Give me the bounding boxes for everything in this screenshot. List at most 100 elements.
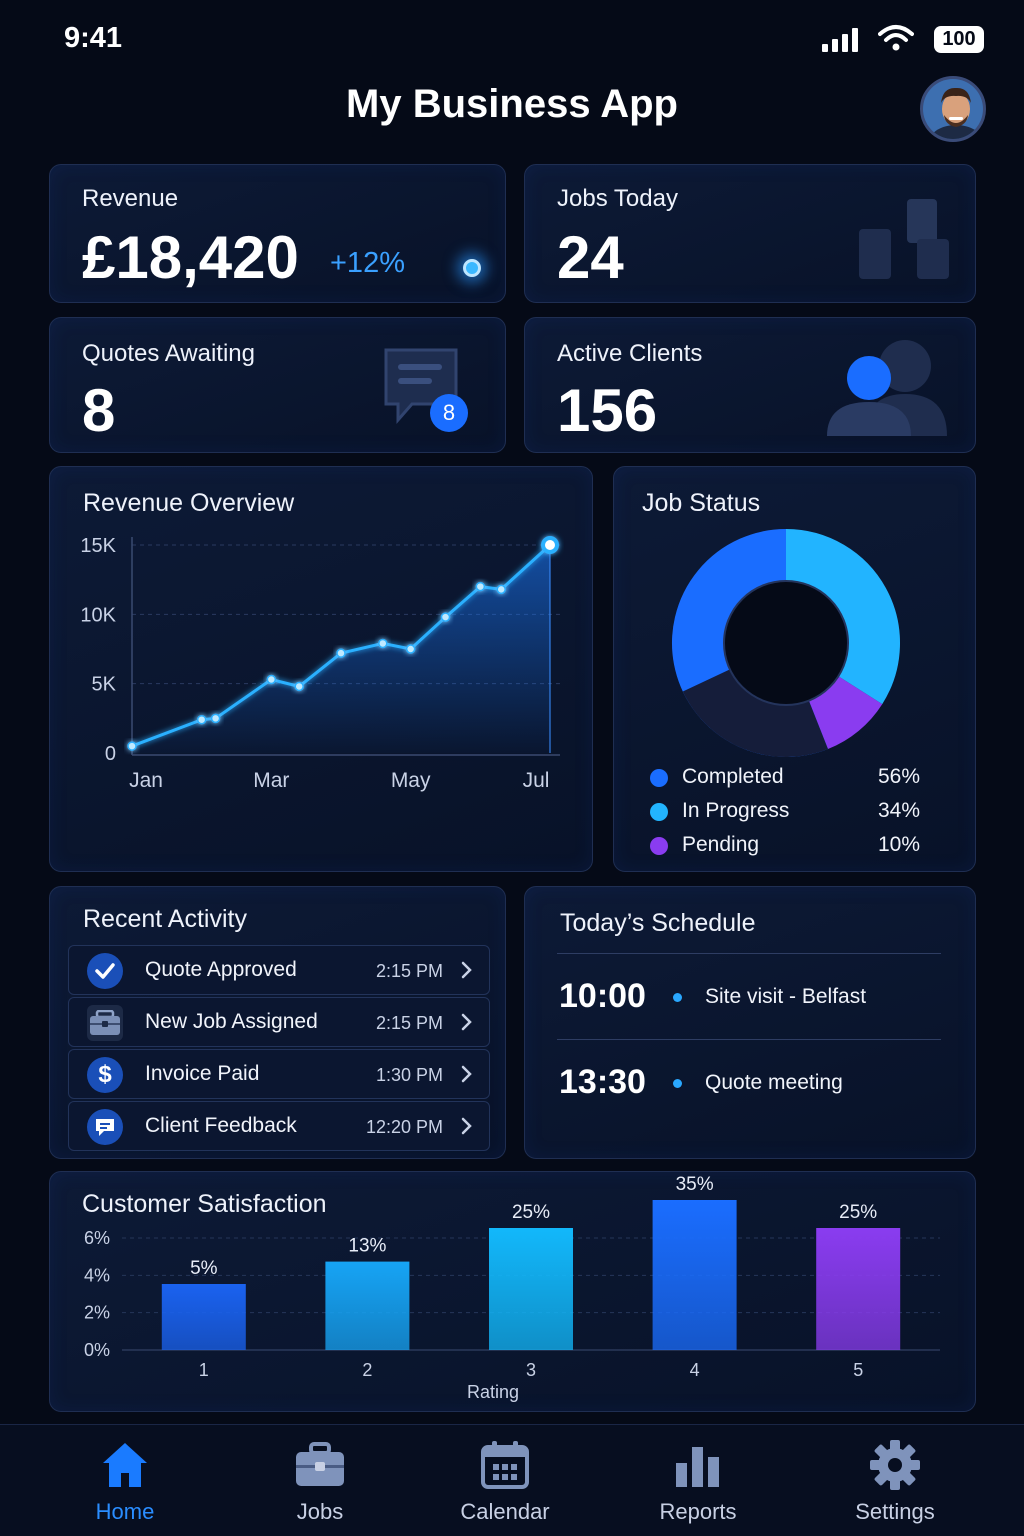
x-tick-label: 4: [690, 1360, 700, 1380]
chat-icon: [87, 1109, 123, 1145]
y-tick-label: 2%: [84, 1303, 110, 1323]
satisfaction-card: Customer Satisfaction 6% 4% 2% 0% 5% 1 13% 2 25%…: [49, 1171, 976, 1412]
activity-time: 1:30 PM: [375, 1065, 443, 1085]
x-axis-label: Rating: [467, 1382, 519, 1402]
legend-in-progress: In Progress 34%: [650, 799, 920, 827]
chevron-right-icon: [461, 1117, 472, 1135]
activity-time: 2:15 PM: [375, 961, 443, 981]
data-point: [496, 584, 506, 595]
schedule-label: Quote meeting: [705, 1071, 843, 1094]
data-point: [294, 681, 304, 692]
bar-rating-4: [652, 1200, 737, 1350]
nav-settings[interactable]: Settings: [815, 1425, 975, 1536]
data-point: [440, 612, 451, 622]
chevron-right-icon: [461, 961, 472, 979]
bar-rating-5: [816, 1228, 901, 1350]
page-title: My Business App: [346, 82, 678, 126]
data-point: [210, 713, 221, 724]
completed-dot-icon: [650, 769, 668, 787]
nav-reports[interactable]: Reports: [618, 1425, 778, 1536]
nav-jobs[interactable]: Jobs: [240, 1425, 400, 1536]
schedule-card: Today’s Schedule 10:00 Site visit - Belf…: [524, 886, 976, 1159]
x-tick-label: Mar: [253, 769, 289, 792]
legend-pending: Pending 10%: [650, 833, 920, 861]
data-label: 35%: [676, 1174, 714, 1195]
nav-label: Calendar: [460, 1499, 550, 1524]
chevron-right-icon: [461, 1065, 472, 1083]
activity-item-client-feedback[interactable]: Client Feedback 12:20 PM: [68, 1101, 490, 1151]
data-point: [266, 674, 277, 685]
legend-label: In Progress: [682, 799, 790, 822]
activity-item-quote-approved[interactable]: Quote Approved 2:15 PM: [68, 945, 490, 995]
recent-activity-title: Recent Activity: [83, 905, 247, 933]
x-tick-label: Jul: [523, 769, 550, 792]
briefcase-icon: [296, 1442, 344, 1486]
schedule-item[interactable]: 13:30 Quote meeting: [525, 1039, 977, 1125]
stacked-blocks-icon: [859, 199, 949, 279]
briefcase-icon: [87, 1005, 123, 1041]
schedule-item[interactable]: 10:00 Site visit - Belfast: [525, 953, 977, 1039]
quotes-awaiting-value: 8: [82, 377, 116, 444]
revenue-overview-title: Revenue Overview: [83, 489, 295, 517]
data-label: 25%: [512, 1202, 550, 1223]
quotes-awaiting-card[interactable]: Quotes Awaiting 8 8: [49, 317, 506, 453]
job-status-card: Job Status Completed 56% In Progress 34%…: [613, 466, 976, 872]
satisfaction-bar-chart: 6% 4% 2% 0% 5% 1 13% 2 25% 3 35% 4 25% 5 Rating: [84, 1174, 940, 1402]
x-tick-label: Jan: [129, 769, 163, 792]
home-icon: [103, 1443, 147, 1487]
jobs-today-card[interactable]: Jobs Today 24: [524, 164, 976, 303]
divider: [557, 953, 941, 954]
quotes-badge: 8: [430, 394, 468, 432]
y-tick-label: 0: [105, 743, 116, 765]
in-progress-dot-icon: [650, 803, 668, 821]
donut-hole: [723, 580, 849, 706]
data-point: [378, 638, 388, 649]
revenue-label: Revenue: [82, 185, 179, 212]
donut-slice-in-progress: [785, 529, 900, 705]
activity-label: Quote Approved: [145, 958, 297, 981]
activity-label: Invoice Paid: [145, 1062, 260, 1085]
data-label: 25%: [839, 1202, 877, 1223]
avatar[interactable]: [920, 76, 986, 142]
jobs-today-value: 24: [557, 224, 624, 291]
data-label: 13%: [348, 1236, 386, 1257]
x-tick-label: 2: [362, 1360, 372, 1380]
activity-label: New Job Assigned: [145, 1010, 318, 1033]
legend-label: Pending: [682, 833, 760, 856]
revenue-card[interactable]: Revenue £18,420 +12%: [49, 164, 506, 303]
x-tick-label: 1: [199, 1360, 209, 1380]
live-indicator-icon: [463, 259, 481, 277]
gear-icon: [870, 1440, 920, 1490]
nav-label: Jobs: [296, 1499, 344, 1524]
legend-label: Completed: [682, 765, 784, 788]
nav-calendar[interactable]: Calendar: [425, 1425, 585, 1536]
schedule-title: Today’s Schedule: [560, 909, 756, 937]
bar-rating-3: [489, 1228, 573, 1350]
data-point: [336, 648, 346, 658]
wifi-icon: [878, 25, 914, 51]
calendar-icon: [481, 1441, 529, 1489]
data-point: [196, 714, 207, 725]
satisfaction-title: Customer Satisfaction: [82, 1190, 327, 1218]
job-status-title: Job Status: [642, 489, 761, 517]
revenue-change: +12%: [330, 247, 405, 279]
data-point: [475, 581, 486, 592]
y-tick-label: 5K: [92, 674, 117, 696]
active-clients-card[interactable]: Active Clients 156: [524, 317, 976, 453]
activity-item-new-job[interactable]: New Job Assigned 2:15 PM: [68, 997, 490, 1047]
job-status-donut-chart: [672, 529, 900, 757]
nav-label: Home: [95, 1499, 155, 1524]
revenue-area: [132, 545, 550, 753]
y-tick-label: 6%: [84, 1228, 110, 1248]
chevron-right-icon: [461, 1013, 472, 1031]
status-time: 9:41: [64, 22, 123, 54]
activity-item-invoice-paid[interactable]: $ Invoice Paid 1:30 PM: [68, 1049, 490, 1099]
donut-slice-pending: [807, 675, 883, 749]
bar-rating-1: [161, 1284, 246, 1350]
bottom-nav: Home Jobs Calendar Reports: [0, 1424, 1024, 1536]
battery-indicator: 100: [934, 26, 984, 53]
check-icon: [87, 953, 123, 989]
bar-chart-icon: [676, 1447, 719, 1487]
nav-home[interactable]: Home: [45, 1425, 205, 1536]
schedule-time: 13:30: [559, 1063, 646, 1101]
